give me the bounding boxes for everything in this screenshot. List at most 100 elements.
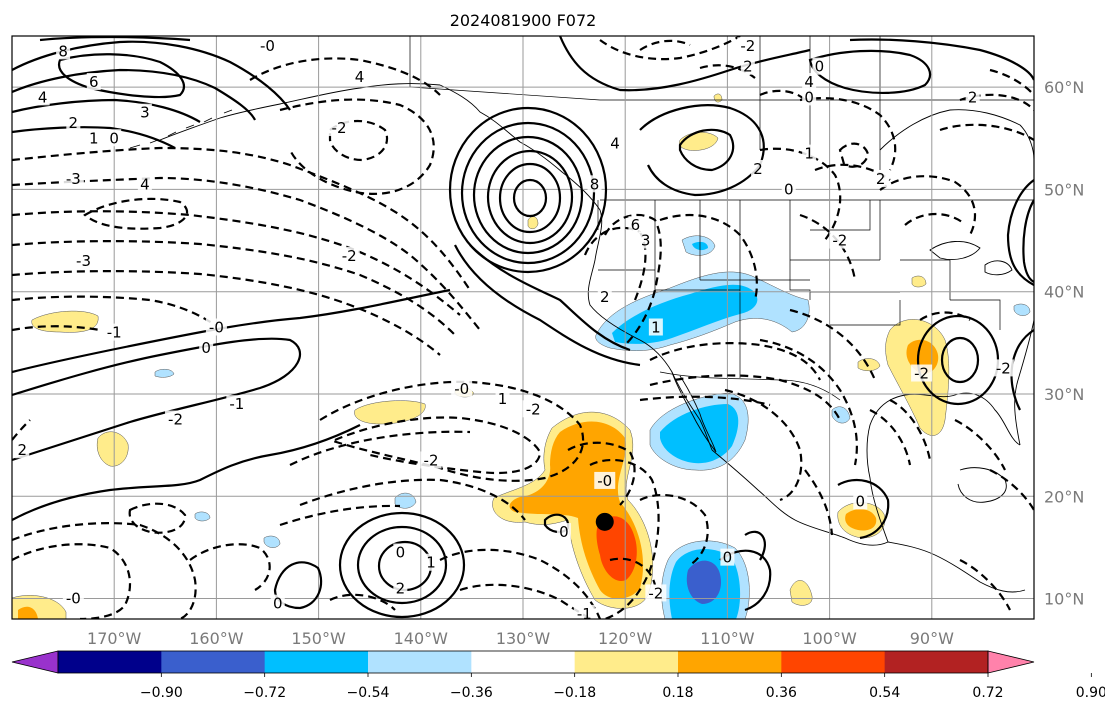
contour-label-bg [338, 246, 360, 264]
colorbar-extend-high [987, 650, 1035, 674]
colorbar-segment [884, 651, 989, 673]
contour-label-bg [802, 144, 817, 162]
contour-label: 0 [855, 492, 865, 510]
contour-label: -2 [914, 365, 929, 383]
aleutian-islands [129, 109, 233, 149]
contour-label: 0 [396, 544, 406, 562]
shade-warm-blob-2 [354, 400, 426, 425]
contour-label-bg [522, 400, 544, 418]
contour-label: -0 [260, 37, 275, 55]
contour-label-bg [720, 548, 735, 566]
contour-label-bg [556, 523, 571, 541]
lon-tick-label: 110°W [700, 629, 755, 648]
contour-label-bg [587, 175, 602, 193]
contour-label-bg [648, 318, 663, 336]
contour-label: 2 [69, 114, 79, 132]
contour-label: 2 [743, 58, 753, 76]
colorbar-segment [264, 651, 369, 673]
shade-cool-blob-4 [831, 406, 851, 424]
coastlines [129, 83, 1034, 593]
contour-label-bg [1095, 93, 1105, 110]
contour-lines [12, 36, 1034, 619]
shade-warm-blob-6 [789, 580, 813, 606]
contour-label: 1 [651, 319, 661, 337]
mexico-west-coast [711, 449, 889, 546]
contour-label-bg [781, 180, 796, 198]
contour-label-bg [103, 323, 125, 341]
contour-label: 1 [498, 390, 508, 408]
contour-label: 6 [631, 216, 641, 234]
contour-label-bg [226, 395, 248, 413]
contour-label-bg [86, 129, 101, 147]
contour-label: 0 [723, 549, 733, 567]
colorbar-segment [58, 651, 162, 673]
alaska-coast [159, 83, 441, 141]
contour-label: -3 [76, 252, 91, 270]
baja-coast [671, 371, 717, 453]
contour-label-bg [597, 287, 612, 305]
lon-tick-labels: 170°W 160°W 150°W 140°W 130°W 120°W 110°W 100°W… [87, 629, 954, 648]
hudson-bay-coast [879, 109, 1034, 161]
colorbar-segment [471, 651, 576, 673]
contour-label: 2 [968, 88, 978, 106]
contour-label-bg [420, 451, 442, 469]
contour-label: -0 [66, 590, 81, 608]
figure-title: 2024081900 F072 [450, 11, 597, 30]
contour-label-bg [257, 37, 278, 55]
colorbar-segment [781, 651, 886, 673]
contour-label-bg [107, 129, 122, 147]
contour-label-bg [66, 113, 81, 131]
contour-label: -2 [332, 119, 347, 137]
contour-label: -0 [454, 380, 469, 398]
lat-tick-label: 20°N [1044, 487, 1084, 506]
contour-label: 2 [396, 579, 406, 597]
contour-lines-negative [12, 36, 1034, 619]
contour-label: -2 [740, 37, 755, 55]
contour-label: 4 [38, 88, 48, 106]
lon-tick-label: 140°W [394, 629, 449, 648]
contour-label-bg [737, 37, 759, 55]
shade-cool-blob-6 [1013, 303, 1031, 316]
pacific-north-american-coast [439, 84, 713, 451]
colorbar-extend-low [11, 650, 59, 674]
lat-tick-label: 60°N [1044, 78, 1084, 97]
contour-label: 4 [804, 73, 814, 91]
contour-label-bg [740, 57, 755, 75]
contour-label: -2 [168, 411, 183, 429]
map-frame [11, 35, 1035, 620]
contour-label: -2 [424, 451, 439, 469]
contour-label-bg [965, 88, 980, 106]
great-lakes [929, 241, 1013, 276]
contour-label: 1 [426, 554, 436, 572]
contour-label-bg [573, 604, 595, 619]
colorbar-label: −0.54 [347, 685, 390, 701]
contour-label: -1 [577, 605, 592, 623]
contour-label: -2 [996, 359, 1011, 377]
colorbar-label: −0.36 [450, 685, 493, 701]
contour-label: 0 [559, 523, 569, 541]
contour-label-bg [424, 553, 439, 571]
lon-tick-label: 120°W [598, 629, 653, 648]
lon-tick-label: 90°W [910, 629, 954, 648]
colorbar-segment [161, 651, 266, 673]
contour-label-bg [62, 170, 84, 188]
colorbar-segment [368, 651, 472, 673]
contour-label: 2 [17, 441, 27, 459]
contour-label: 3 [641, 232, 651, 250]
contour-label: -2 [832, 232, 847, 250]
colorbar-label: 0.54 [869, 685, 900, 701]
contour-label: -2 [526, 400, 541, 418]
contour-label: 4 [355, 68, 365, 86]
contour-label-bg [992, 359, 1014, 377]
lat-tick-label: 10°N [1044, 590, 1084, 609]
east-coast [1014, 319, 1034, 446]
contour-label: 2 [876, 170, 886, 188]
colorbar-label: 0.72 [972, 685, 1003, 701]
contour-label: -2 [648, 584, 663, 602]
contour-label: 0 [273, 595, 283, 613]
contour-label-bg [73, 252, 95, 270]
colorbar-label: 0.90 [1076, 685, 1105, 701]
colorbar-segment [678, 651, 782, 673]
gulf-coast [866, 392, 1021, 543]
contour-label-bg [645, 584, 667, 602]
